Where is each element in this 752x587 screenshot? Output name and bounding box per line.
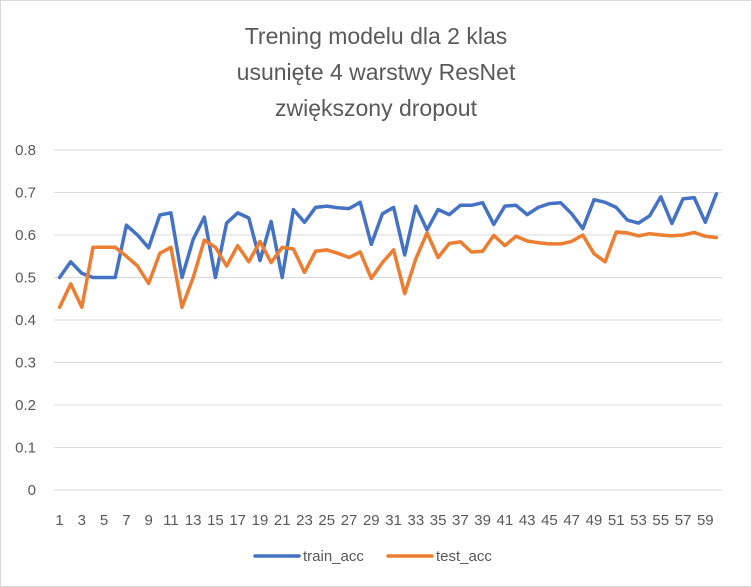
x-tick-label: 27 <box>341 512 358 529</box>
x-tick-label: 7 <box>122 512 130 529</box>
x-tick-label: 29 <box>363 512 380 529</box>
y-tick-label: 0.6 <box>15 227 36 244</box>
x-tick-label: 53 <box>630 512 647 529</box>
y-tick-label: 0 <box>28 482 36 499</box>
x-tick-label: 19 <box>252 512 269 529</box>
x-tick-label: 13 <box>185 512 202 529</box>
x-tick-label: 47 <box>563 512 580 529</box>
x-tick-label: 35 <box>430 512 447 529</box>
legend: train_acc test_acc <box>253 548 492 565</box>
x-tick-label: 39 <box>474 512 491 529</box>
x-tick-label: 59 <box>697 512 714 529</box>
y-axis-tick-labels: 0 0.1 0.2 0.3 0.4 0.5 0.6 0.7 0.8 <box>15 142 36 499</box>
y-tick-label: 0.7 <box>15 185 36 202</box>
gridlines <box>54 149 722 491</box>
x-tick-label: 43 <box>519 512 536 529</box>
x-tick-label: 17 <box>229 512 246 529</box>
chart-title-line-2: usunięte 4 warstwy ResNet <box>236 59 516 85</box>
y-tick-label: 0.5 <box>15 270 36 287</box>
x-tick-label: 25 <box>318 512 335 529</box>
series-line-train_acc <box>57 192 719 280</box>
x-tick-label: 23 <box>296 512 313 529</box>
x-tick-label: 9 <box>144 512 152 529</box>
x-tick-label: 3 <box>78 512 86 529</box>
series-lines <box>57 192 719 310</box>
x-tick-label: 51 <box>608 512 625 529</box>
x-tick-label: 55 <box>652 512 669 529</box>
y-tick-label: 0.1 <box>15 440 36 457</box>
series-line-test_acc <box>57 230 719 310</box>
chart-title: Trening modelu dla 2 klas usunięte 4 war… <box>0 18 752 126</box>
x-tick-label: 1 <box>55 512 63 529</box>
x-tick-label: 41 <box>497 512 514 529</box>
legend-label-test_acc: test_acc <box>436 548 492 565</box>
x-tick-label: 15 <box>207 512 224 529</box>
chart-title-line-3: zwiększony dropout <box>275 95 477 121</box>
y-tick-label: 0.4 <box>15 312 36 329</box>
chart-title-line-1: Trening modelu dla 2 klas <box>244 23 508 49</box>
y-tick-label: 0.3 <box>15 355 36 372</box>
x-tick-label: 11 <box>163 512 179 529</box>
x-tick-label: 33 <box>407 512 424 529</box>
x-tick-label: 45 <box>541 512 558 529</box>
x-tick-label: 5 <box>100 512 108 529</box>
legend-label-train_acc: train_acc <box>303 548 364 565</box>
x-tick-label: 37 <box>452 512 469 529</box>
x-tick-label: 49 <box>586 512 603 529</box>
x-axis-tick-labels: 1 3 5 7 9 11 13 15 17 19 21 23 25 27 29 31 33 35 37 39 41 43 4… <box>55 512 713 529</box>
x-tick-label: 21 <box>274 512 291 529</box>
y-tick-label: 0.8 <box>15 142 36 159</box>
x-tick-label: 57 <box>675 512 692 529</box>
y-tick-label: 0.2 <box>15 397 36 414</box>
x-tick-label: 31 <box>385 512 402 529</box>
